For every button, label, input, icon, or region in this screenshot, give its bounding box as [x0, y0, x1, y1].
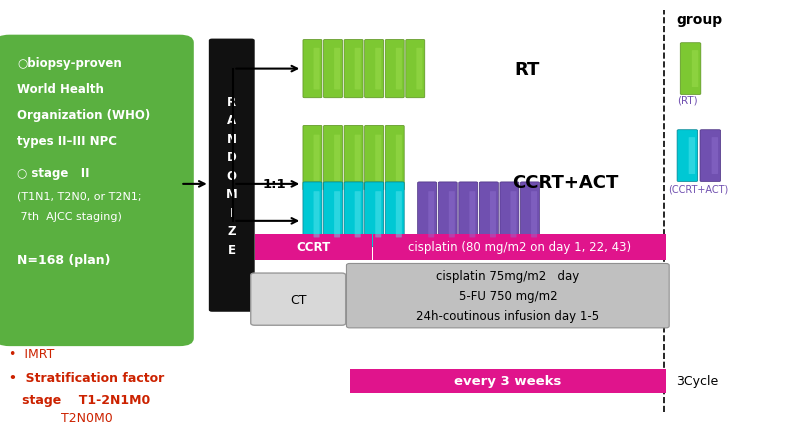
- FancyBboxPatch shape: [365, 182, 384, 247]
- FancyBboxPatch shape: [520, 182, 539, 247]
- FancyBboxPatch shape: [334, 192, 340, 238]
- FancyBboxPatch shape: [428, 192, 434, 238]
- Text: ○biopsy-proven: ○biopsy-proven: [17, 56, 122, 69]
- Text: (RT): (RT): [677, 95, 698, 105]
- FancyBboxPatch shape: [354, 49, 361, 90]
- FancyBboxPatch shape: [418, 182, 437, 247]
- FancyBboxPatch shape: [334, 49, 340, 90]
- FancyBboxPatch shape: [354, 192, 361, 238]
- Text: 24h-coutinous infusion day 1-5: 24h-coutinous infusion day 1-5: [416, 310, 600, 323]
- FancyBboxPatch shape: [251, 273, 346, 326]
- FancyBboxPatch shape: [406, 40, 425, 99]
- FancyBboxPatch shape: [490, 192, 496, 238]
- Text: CCRT+ACT: CCRT+ACT: [513, 173, 619, 191]
- FancyBboxPatch shape: [313, 192, 320, 238]
- FancyBboxPatch shape: [385, 182, 404, 247]
- FancyBboxPatch shape: [375, 135, 381, 181]
- Text: CT: CT: [290, 293, 306, 306]
- FancyBboxPatch shape: [510, 192, 517, 238]
- FancyBboxPatch shape: [313, 49, 320, 90]
- Text: stage    T1-2N1M0: stage T1-2N1M0: [9, 393, 151, 406]
- FancyBboxPatch shape: [448, 192, 455, 238]
- Text: every 3 weeks: every 3 weeks: [454, 375, 562, 387]
- Text: (T1N1, T2N0, or T2N1;: (T1N1, T2N0, or T2N1;: [17, 191, 142, 201]
- FancyBboxPatch shape: [365, 40, 384, 99]
- Text: cisplatin 75mg/m2   day: cisplatin 75mg/m2 day: [436, 269, 580, 282]
- Text: R
A
N
D
O
M
I
Z
E: R A N D O M I Z E: [226, 95, 237, 256]
- FancyBboxPatch shape: [365, 126, 384, 191]
- Text: ○ stage   II: ○ stage II: [17, 167, 90, 180]
- FancyBboxPatch shape: [334, 135, 340, 181]
- Text: RT: RT: [514, 60, 539, 79]
- FancyBboxPatch shape: [438, 182, 457, 247]
- Text: 3Cycle: 3Cycle: [676, 375, 718, 388]
- Text: 5-FU 750 mg/m2: 5-FU 750 mg/m2: [459, 289, 557, 302]
- Text: CCRT: CCRT: [296, 241, 331, 254]
- FancyBboxPatch shape: [689, 138, 695, 174]
- Text: T2N0M0: T2N0M0: [9, 411, 113, 424]
- Text: •  Stratification factor: • Stratification factor: [9, 371, 165, 384]
- FancyBboxPatch shape: [375, 49, 381, 90]
- FancyBboxPatch shape: [385, 40, 404, 99]
- FancyBboxPatch shape: [469, 192, 475, 238]
- Text: group: group: [676, 13, 722, 26]
- Text: 1:1: 1:1: [263, 178, 286, 191]
- FancyBboxPatch shape: [344, 40, 363, 99]
- FancyBboxPatch shape: [324, 40, 343, 99]
- FancyBboxPatch shape: [346, 264, 669, 328]
- FancyBboxPatch shape: [692, 51, 698, 88]
- FancyBboxPatch shape: [479, 182, 498, 247]
- FancyBboxPatch shape: [385, 126, 404, 191]
- FancyBboxPatch shape: [712, 138, 718, 174]
- FancyBboxPatch shape: [209, 39, 255, 312]
- FancyBboxPatch shape: [303, 126, 322, 191]
- FancyBboxPatch shape: [680, 44, 701, 95]
- Text: World Health: World Health: [17, 82, 104, 95]
- FancyBboxPatch shape: [677, 130, 698, 182]
- FancyBboxPatch shape: [375, 192, 381, 238]
- FancyBboxPatch shape: [344, 182, 363, 247]
- Text: Organization (WHO): Organization (WHO): [17, 108, 150, 122]
- FancyBboxPatch shape: [344, 126, 363, 191]
- FancyBboxPatch shape: [459, 182, 478, 247]
- Bar: [255, 234, 372, 260]
- FancyBboxPatch shape: [303, 182, 322, 247]
- FancyBboxPatch shape: [396, 192, 402, 238]
- FancyBboxPatch shape: [324, 182, 343, 247]
- Text: types II–III NPC: types II–III NPC: [17, 135, 117, 148]
- FancyBboxPatch shape: [396, 135, 402, 181]
- FancyBboxPatch shape: [396, 49, 402, 90]
- Text: cisplatin (80 mg/m2 on day 1, 22, 43): cisplatin (80 mg/m2 on day 1, 22, 43): [408, 241, 631, 254]
- FancyBboxPatch shape: [700, 130, 721, 182]
- Bar: [373, 234, 666, 260]
- Text: •  IMRT: • IMRT: [9, 347, 55, 360]
- FancyBboxPatch shape: [531, 192, 537, 238]
- FancyBboxPatch shape: [500, 182, 519, 247]
- Text: (CCRT+ACT): (CCRT+ACT): [668, 184, 729, 194]
- FancyBboxPatch shape: [313, 135, 320, 181]
- Text: N=168 (plan): N=168 (plan): [17, 254, 111, 267]
- FancyBboxPatch shape: [416, 49, 422, 90]
- Bar: [350, 369, 666, 393]
- FancyBboxPatch shape: [0, 36, 194, 346]
- Text: 7th  AJCC staging): 7th AJCC staging): [17, 212, 123, 222]
- FancyBboxPatch shape: [354, 135, 361, 181]
- FancyBboxPatch shape: [303, 40, 322, 99]
- FancyBboxPatch shape: [324, 126, 343, 191]
